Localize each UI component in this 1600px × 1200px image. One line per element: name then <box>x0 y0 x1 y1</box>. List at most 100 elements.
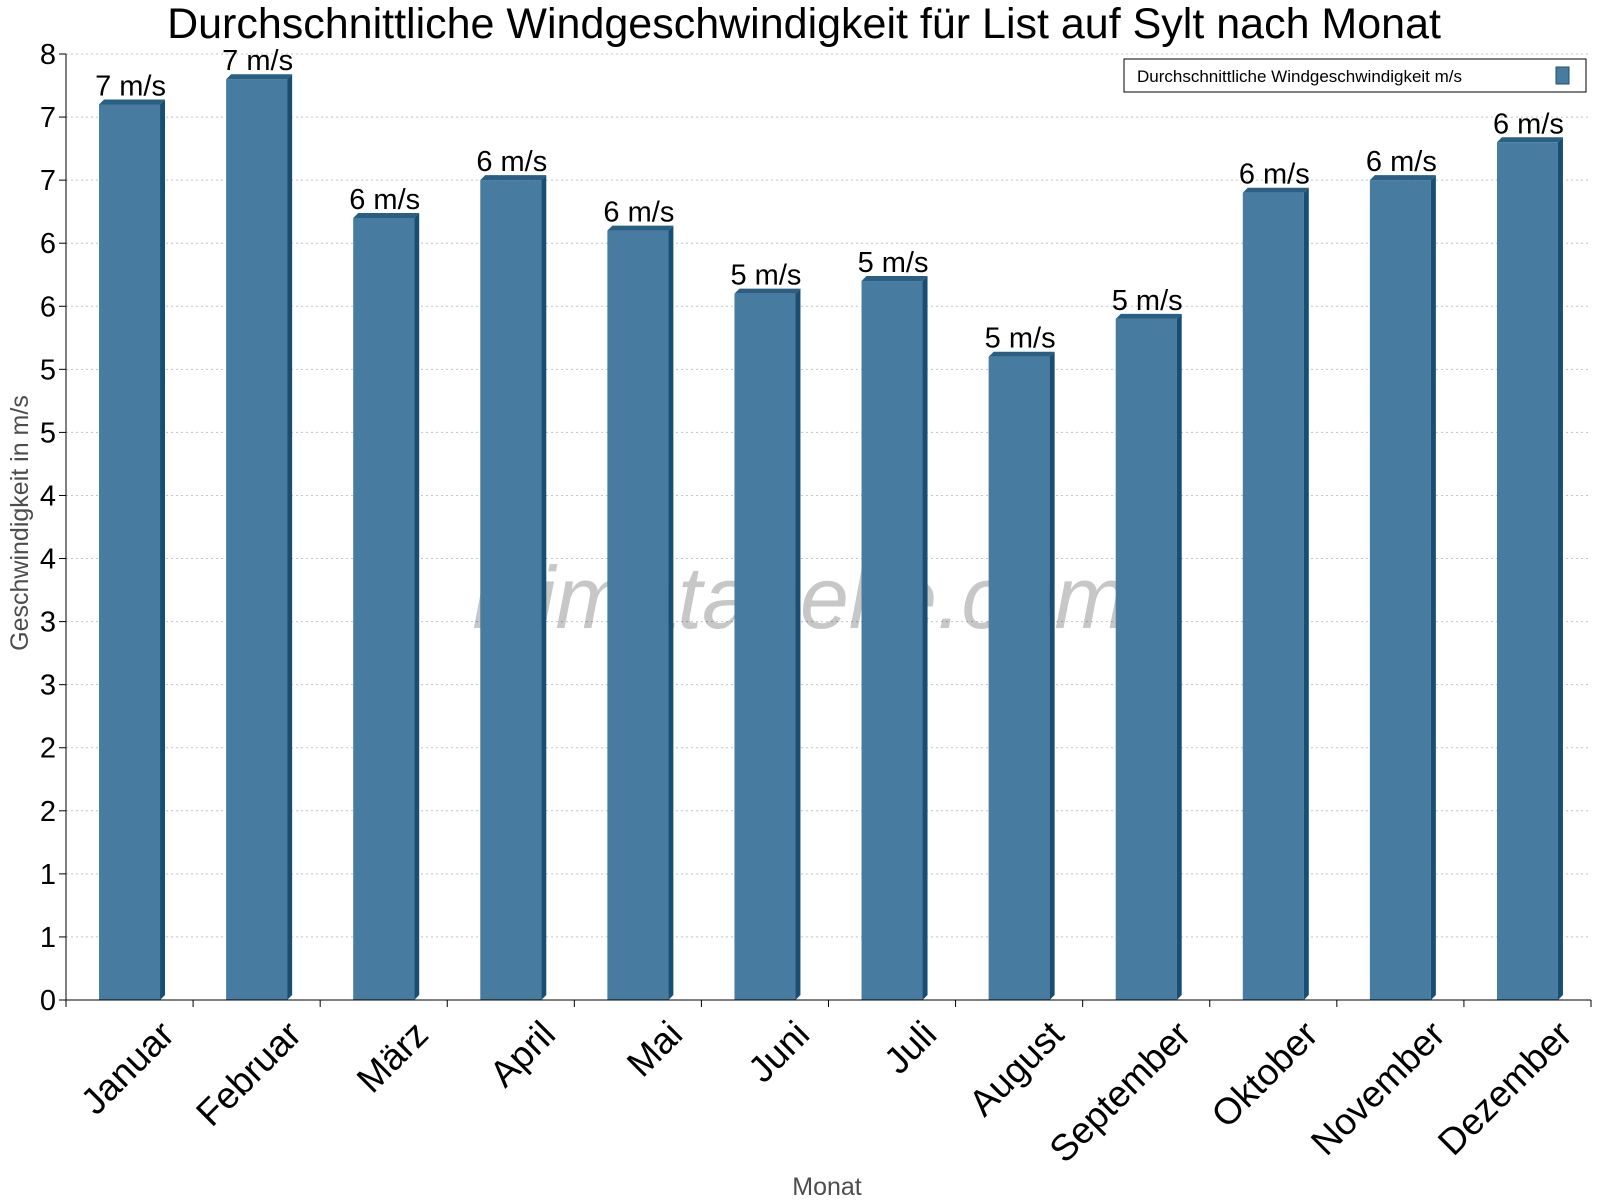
bar-side <box>668 225 674 1000</box>
bar-face <box>1369 180 1431 1001</box>
bar-side <box>1049 351 1055 1001</box>
x-tick-label: März <box>349 1013 436 1100</box>
legend-box <box>1123 58 1587 93</box>
bar-top <box>353 212 420 218</box>
y-tick-label: 4 <box>40 480 56 512</box>
bar-top <box>480 175 547 181</box>
y-tick-label: 7 <box>40 102 56 134</box>
x-tick-label: November <box>1303 1013 1453 1163</box>
bar-face <box>353 217 415 1000</box>
x-tick-label: Dezember <box>1430 1013 1580 1163</box>
x-tick-label: Juni <box>740 1013 817 1090</box>
x-tick-label: Mai <box>619 1013 690 1084</box>
x-tick-label: Juli <box>876 1013 944 1081</box>
bar-top <box>1115 313 1182 319</box>
bar-top <box>988 351 1055 357</box>
data-label: 6 m/s <box>1493 108 1564 140</box>
bar <box>861 276 928 1000</box>
bar <box>734 288 801 1000</box>
bar-face <box>226 79 288 1000</box>
legend: Durchschnittliche Windgeschwindigkeit m/… <box>1123 58 1587 93</box>
y-tick-label: 5 <box>40 417 56 449</box>
data-label: 5 m/s <box>1112 285 1183 317</box>
bar-top <box>1242 187 1309 193</box>
x-tick-label: August <box>961 1013 1072 1124</box>
y-tick-label: 2 <box>40 796 56 828</box>
y-tick-label: 6 <box>40 291 56 323</box>
x-axis-title: Monat <box>792 1173 862 1200</box>
bar <box>1242 187 1309 1000</box>
data-label: 6 m/s <box>603 197 674 229</box>
bar <box>988 351 1055 1001</box>
data-label: 6 m/s <box>1366 146 1437 178</box>
chart-title: Durchschnittliche Windgeschwindigkeit fü… <box>167 0 1441 48</box>
bar-face <box>861 281 923 1000</box>
y-tick-label: 1 <box>40 859 56 891</box>
legend-swatch <box>1555 66 1570 85</box>
bar-face <box>99 104 161 1001</box>
bar-top <box>99 99 166 105</box>
bar-face <box>1242 192 1304 1000</box>
bar <box>1115 313 1182 1000</box>
bar-face <box>480 180 542 1001</box>
bar <box>607 225 674 1000</box>
bar-side <box>1303 187 1309 1000</box>
legend-label: Durchschnittliche Windgeschwindigkeit m/… <box>1137 67 1462 86</box>
y-tick-label: 0 <box>40 985 56 1017</box>
data-label: 5 m/s <box>731 260 802 292</box>
bar-top <box>1496 137 1563 143</box>
y-tick-label: 3 <box>40 670 56 702</box>
x-tick-label: Oktober <box>1204 1013 1326 1135</box>
data-label: 6 m/s <box>349 184 420 216</box>
bar-side <box>1176 313 1182 1000</box>
data-label: 5 m/s <box>858 247 929 279</box>
x-tick-label: Februar <box>188 1013 309 1134</box>
bar-face <box>734 293 796 1000</box>
bar <box>226 74 293 1000</box>
bar <box>1369 175 1436 1001</box>
bar-face <box>988 356 1050 1001</box>
grid-lines <box>66 53 1591 938</box>
bars <box>99 74 1563 1001</box>
bar <box>1496 137 1563 1000</box>
bar-top <box>861 276 928 282</box>
bar-side <box>1430 175 1436 1001</box>
y-tick-label: 1 <box>40 922 56 954</box>
y-tick-labels: 0 1 1 2 2 3 3 4 4 5 5 6 6 7 7 8 <box>40 39 56 1017</box>
bar-top <box>226 74 293 80</box>
y-tick-label: 6 <box>40 228 56 260</box>
y-tick-label: 7 <box>40 165 56 197</box>
bar-side <box>795 288 801 1000</box>
bar <box>480 175 547 1001</box>
bar-side <box>287 74 293 1000</box>
data-label: 6 m/s <box>1239 159 1310 191</box>
axes <box>59 53 1592 1007</box>
data-label: 7 m/s <box>222 45 293 77</box>
y-tick-label: 8 <box>40 39 56 71</box>
bar-face <box>1496 142 1558 1000</box>
x-tick-label: April <box>482 1013 563 1094</box>
data-labels: 7 m/s 7 m/s 6 m/s 6 m/s 6 m/s 5 m/s 5 m/s 5 m/s… <box>95 45 1564 354</box>
bar-top <box>607 225 674 231</box>
bar <box>99 99 166 1001</box>
data-label: 7 m/s <box>95 70 166 102</box>
bar-top <box>1369 175 1436 181</box>
bar-face <box>607 230 669 1000</box>
bar-side <box>541 175 547 1001</box>
x-tick-labels: Januar Februar März April Mai Juni Juli AugustS… <box>73 1013 1580 1170</box>
y-tick-label: 4 <box>40 544 56 576</box>
x-tick-label: Januar <box>73 1013 182 1122</box>
bar-side <box>160 99 166 1001</box>
y-axis-title: Geschwindigkeit in m/s <box>6 395 34 651</box>
bar-side <box>1557 137 1563 1000</box>
bar <box>353 212 420 1000</box>
y-tick-label: 2 <box>40 733 56 765</box>
bar-top <box>734 288 801 294</box>
data-label: 5 m/s <box>985 323 1056 355</box>
bar-side <box>922 276 928 1000</box>
data-label: 6 m/s <box>476 146 547 178</box>
y-tick-label: 3 <box>40 607 56 639</box>
bar-face <box>1115 318 1177 1000</box>
y-tick-label: 5 <box>40 354 56 386</box>
